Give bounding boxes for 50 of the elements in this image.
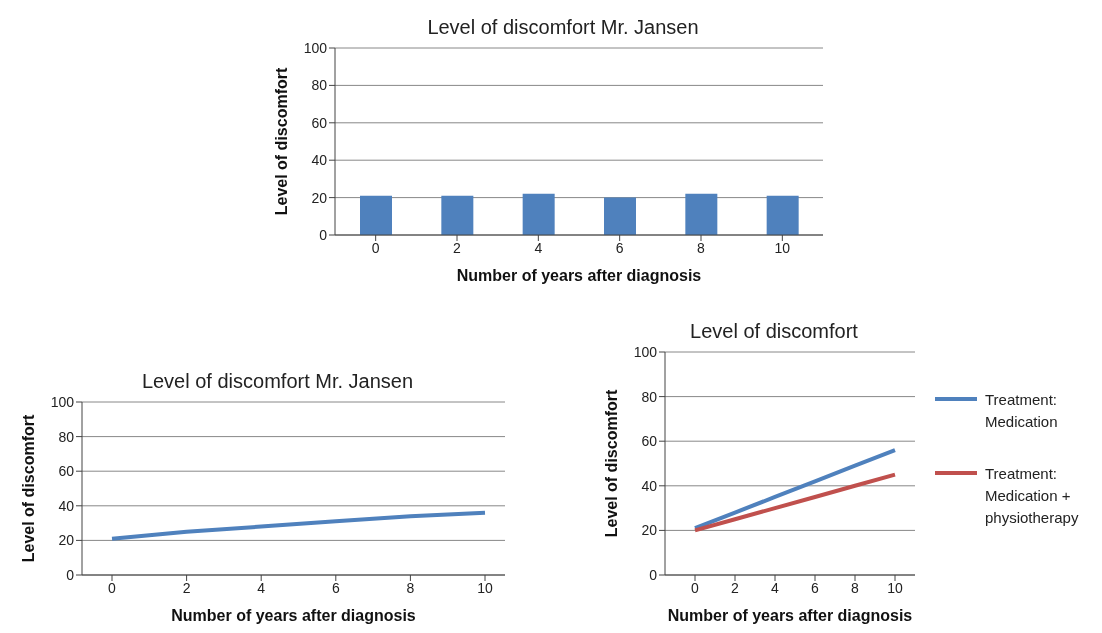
- line-series: [693, 448, 897, 531]
- x-tick-label: 8: [406, 579, 415, 596]
- y-tick-label: 60: [311, 114, 328, 131]
- x-tick-label: 0: [691, 579, 700, 596]
- x-tick-label: 2: [182, 579, 191, 596]
- chart-title: Level of discomfort Mr. Jansen: [140, 370, 415, 393]
- legend-label: Treatment: Medication: [985, 390, 1059, 432]
- line-series: [693, 472, 897, 533]
- x-tick-label: 0: [371, 239, 380, 256]
- x-axis-title: Number of years after diagnosis: [667, 607, 913, 624]
- legend-label: Treatment: Medication + physiotherapy: [985, 464, 1080, 528]
- x-tick-label: 4: [534, 239, 543, 256]
- y-tick-label: 0: [649, 566, 658, 583]
- y-tick-label: 60: [58, 463, 75, 480]
- x-tick-label: 6: [811, 579, 820, 596]
- y-tick-label: 0: [66, 566, 75, 583]
- x-tick-label: 2: [731, 579, 740, 596]
- x-axis-title: Number of years after diagnosis: [456, 267, 702, 284]
- y-tick-label: 80: [311, 77, 328, 94]
- y-axis-title: Level of discomfort: [19, 414, 37, 563]
- x-tick-label: 4: [257, 579, 266, 596]
- y-tick-label: 100: [303, 39, 328, 56]
- x-tick-label: 10: [774, 239, 791, 256]
- y-tick-label: 20: [311, 189, 328, 206]
- x-tick-label: 6: [331, 579, 340, 596]
- y-tick-label: 80: [58, 428, 75, 445]
- x-tick-label: 2: [453, 239, 462, 256]
- y-tick-label: 20: [58, 532, 75, 549]
- y-tick-label: 20: [641, 522, 658, 539]
- y-tick-label: 100: [633, 343, 658, 360]
- y-tick-label: 100: [50, 393, 75, 410]
- x-tick-label: 8: [697, 239, 706, 256]
- y-tick-label: 60: [641, 433, 658, 450]
- chart-title: Level of discomfort: [689, 320, 859, 343]
- x-tick-label: 0: [108, 579, 117, 596]
- y-axis-title: Level of discomfort: [602, 389, 620, 538]
- y-tick-label: 40: [311, 152, 328, 169]
- x-axis-title: Number of years after diagnosis: [171, 607, 416, 624]
- x-tick-label: 10: [477, 579, 493, 596]
- x-tick-label: 10: [887, 579, 903, 596]
- y-tick-label: 40: [58, 497, 75, 514]
- x-tick-label: 6: [615, 239, 624, 256]
- y-tick-label: 80: [641, 388, 658, 405]
- x-tick-label: 4: [771, 579, 780, 596]
- chart-title: Level of discomfort Mr. Jansen: [426, 16, 700, 39]
- y-tick-label: 0: [319, 226, 328, 243]
- y-axis-title: Level of discomfort: [272, 67, 290, 216]
- line-series: [110, 510, 487, 541]
- x-tick-label: 8: [851, 579, 860, 596]
- y-tick-label: 40: [641, 477, 658, 494]
